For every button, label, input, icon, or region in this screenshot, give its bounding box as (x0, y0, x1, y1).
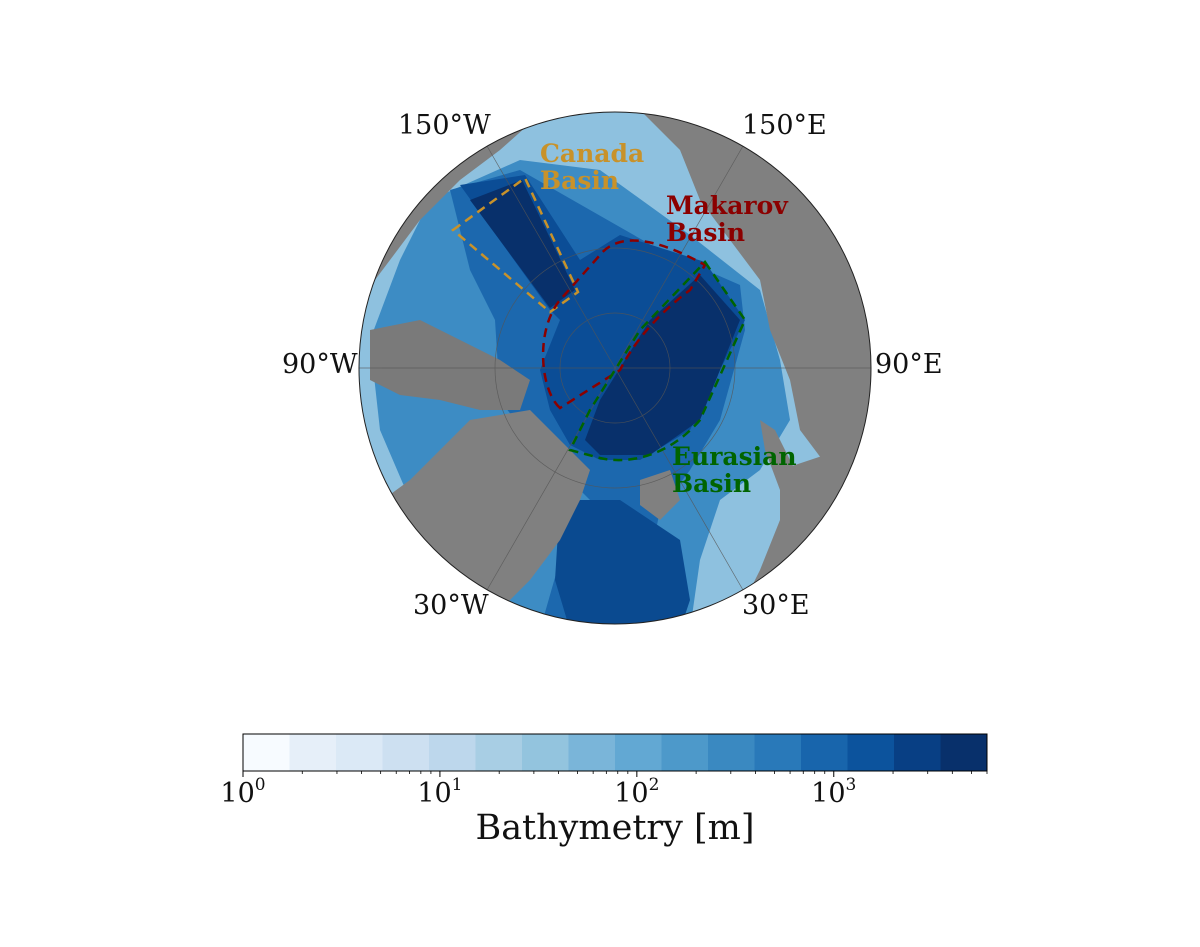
makarov-basin-label-line2: Basin (666, 218, 746, 247)
map-boundary (358, 111, 872, 625)
novaya-zemlya-land (760, 420, 800, 500)
tick-base: 10 (614, 778, 649, 809)
colorbar-segment (708, 734, 755, 771)
lon-label-30w: 30°W (413, 590, 489, 621)
colorbar-segment (475, 734, 523, 771)
colorbar-segment (289, 734, 337, 771)
colorbar-segment (568, 734, 616, 771)
colorbar-segment (522, 734, 569, 771)
canada-basin-label: Canada Basin (540, 140, 644, 194)
colorbar-segment (801, 734, 848, 771)
tick-exponent: 2 (648, 775, 660, 795)
colorbar-tick-label: 100 (220, 775, 265, 809)
canadian-archipelago (370, 320, 530, 410)
tick-base: 10 (417, 778, 452, 809)
colorbar-title: Bathymetry [m] (475, 808, 755, 848)
colorbar-tick-label: 103 (811, 775, 856, 809)
colorbar-segment (336, 734, 383, 771)
tick-exponent: 1 (451, 775, 463, 795)
lon-label-30e: 30°E (742, 590, 810, 621)
tick-exponent: 3 (845, 775, 857, 795)
colorbar-tick-label: 101 (417, 775, 462, 809)
tick-base: 10 (220, 778, 255, 809)
colorbar-segment (429, 734, 476, 771)
colorbar-segment (894, 734, 941, 771)
makarov-basin-label: Makarov Basin (666, 192, 788, 246)
canada-basin-label-line1: Canada (540, 139, 645, 168)
tick-exponent: 0 (254, 775, 266, 795)
colorbar-border (242, 733, 988, 772)
eurasian-basin-label-line2: Basin (672, 469, 752, 498)
lon-label-90w: 90°W (282, 349, 358, 380)
eurasian-basin-outline (568, 260, 747, 462)
graticule (359, 145, 871, 591)
canada-basin-label-line2: Basin (540, 166, 620, 195)
eurasian-basin-label-line1: Eurasian (672, 442, 797, 471)
colorbar-segment (243, 734, 290, 771)
lon-label-150w: 150°W (398, 110, 491, 141)
colorbar-segment (382, 734, 430, 771)
colorbar-segment (754, 734, 802, 771)
ocean-deepest (470, 180, 740, 455)
colorbar-segment (847, 734, 895, 771)
eurasian-basin-label: Eurasian Basin (672, 443, 797, 497)
colorbar (242, 733, 988, 777)
colorbar-segment (615, 734, 662, 771)
lon-label-150e: 150°E (742, 110, 827, 141)
colorbar-tick-label: 102 (614, 775, 659, 809)
makarov-basin-label-line1: Makarov (666, 191, 788, 220)
colorbar-segment (940, 734, 988, 771)
ocean-deep-atlantic (555, 500, 690, 624)
lon-label-90e: 90°E (875, 349, 943, 380)
colorbar-segment (661, 734, 709, 771)
canada-basin-outline (450, 176, 580, 314)
tick-base: 10 (811, 778, 846, 809)
